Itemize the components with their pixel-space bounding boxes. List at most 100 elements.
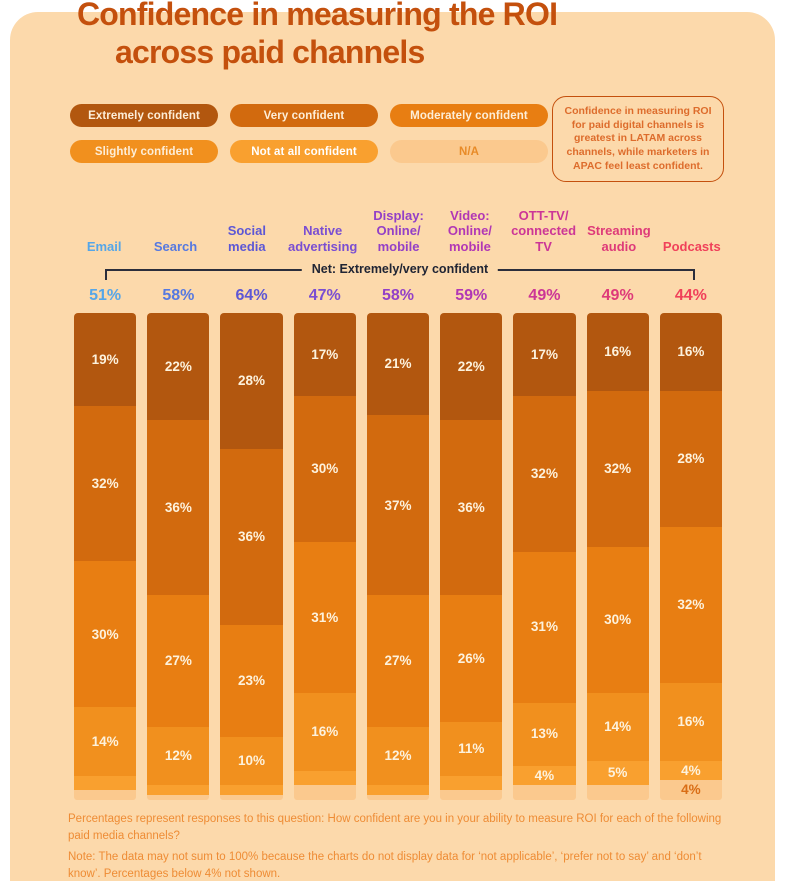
bar-segment: 14%	[74, 707, 137, 776]
bar-segment: 28%	[659, 390, 722, 528]
bar-segment	[366, 795, 430, 800]
bar-segment	[220, 785, 283, 796]
bar-segment-label: 14%	[91, 733, 119, 749]
bar-segment	[74, 775, 137, 791]
bar-segment: 27%	[366, 595, 430, 727]
page-title-line2: across paid channels	[115, 33, 425, 70]
bar-segment: 27%	[147, 595, 210, 727]
column-header-streaming-audio: Streaming audio	[587, 223, 651, 254]
bar-segment	[440, 775, 503, 791]
net-value-email: 51%	[89, 287, 122, 304]
bar-segment: 16%	[293, 692, 356, 771]
bar-segment-label: 22%	[164, 358, 192, 374]
bar-segment-label: 4%	[534, 767, 555, 783]
net-value-native-advertising: 47%	[308, 287, 341, 304]
bar-segment-label: 5%	[607, 765, 628, 781]
bar-segment	[293, 770, 356, 786]
legend-pill: N/A	[390, 140, 548, 163]
bar-segment-label: 31%	[530, 619, 558, 635]
callout-text-part: across channels, while marketers in	[566, 132, 710, 158]
bar-segment: 31%	[513, 551, 576, 703]
bar-segment-label: 4%	[681, 762, 701, 778]
bar-segment-label: 36%	[457, 500, 485, 516]
bar-segment-label: 27%	[164, 653, 192, 669]
bar-segment-label: 4%	[681, 782, 701, 798]
bar-segment: 32%	[513, 395, 576, 552]
bar-social-media: 28% 36% 23% 10%	[220, 313, 283, 800]
bar-segment: 36%	[220, 449, 283, 625]
callout-text-part: greatest in LATAM	[574, 132, 666, 145]
bar-segment: 36%	[147, 420, 210, 596]
bar-segment-label: 30%	[91, 626, 119, 642]
legend-pill: Moderately confident	[390, 104, 548, 127]
bar-segment-label: 30%	[311, 461, 339, 477]
bar-segment: 12%	[366, 726, 430, 786]
bar-segment: 32%	[74, 405, 137, 562]
bar-search: 22% 36% 27% 12%	[147, 313, 210, 800]
bar-segment: 4%	[659, 761, 722, 781]
net-value-video-online-mobile: 59%	[455, 287, 488, 304]
column-header-social-media: Social media	[227, 223, 266, 254]
bar-segment: 17%	[513, 313, 576, 396]
column-header-video-online-mobile: Video: Online/ mobile	[447, 208, 492, 254]
legend-pill: Not at all confident	[230, 140, 378, 163]
bar-segment-label: 17%	[311, 346, 339, 362]
net-value-ott-tv-connected-tv: 49%	[528, 287, 561, 304]
bar-segment: 21%	[366, 313, 430, 416]
net-values: 51% 58% 64% 47% 58% 59% 49% 49% 44%	[74, 287, 722, 305]
page-title: Confidence in measuring the ROI across p…	[77, 0, 558, 72]
bar-segment-label: 32%	[604, 461, 632, 477]
bar-segment-label: 10%	[238, 753, 266, 769]
column-header-podcasts: Podcasts	[662, 238, 721, 254]
bar-streaming-audio: 16% 32% 30% 14% 5%	[586, 313, 649, 800]
bar-segment	[147, 795, 210, 800]
column-headers: Email Search Social media Native advertisin…	[74, 196, 722, 254]
bar-segment-label: 28%	[677, 451, 705, 467]
bar-segment: 32%	[586, 390, 649, 547]
bar-segment: 22%	[440, 313, 503, 421]
bar-segment-label: 28%	[238, 373, 266, 389]
net-bracket: Net: Extremely/very confident	[105, 262, 695, 280]
bar-ott-tv-connected-tv: 17% 32% 31% 13% 4%	[513, 313, 576, 800]
footnote-note: Note: The data may not sum to 100% becau…	[68, 850, 702, 880]
bar-segment-label: 26%	[457, 650, 485, 666]
bar-segment-label: 23%	[238, 672, 266, 688]
bar-segment: 17%	[293, 313, 356, 396]
net-value-podcasts: 44%	[674, 287, 707, 304]
bar-segment-label: 27%	[384, 653, 412, 669]
bar-segment: 32%	[659, 527, 722, 684]
bar-segment	[440, 790, 503, 800]
bar-segment: 16%	[586, 313, 649, 391]
bar-segment: 19%	[74, 313, 137, 406]
bar-segment	[366, 785, 430, 796]
bar-segment: 36%	[440, 420, 503, 596]
bar-segment: 30%	[74, 561, 137, 708]
bar-segment: 16%	[659, 313, 722, 391]
bar-segment-label: 21%	[384, 356, 412, 372]
bar-segment: 16%	[659, 683, 722, 761]
bar-segment: 22%	[147, 313, 210, 421]
column-header-search: Search	[153, 238, 198, 254]
bar-segment: 10%	[220, 736, 283, 786]
bar-podcasts: 16% 28% 32% 16% 4% 4%	[659, 313, 722, 800]
bar-segment-label: 32%	[530, 465, 558, 481]
bar-segment: 12%	[147, 726, 210, 786]
bar-segment-label: 32%	[91, 475, 119, 491]
bar-segment-label: 22%	[457, 358, 485, 374]
bar-segment: 30%	[293, 395, 356, 542]
bar-segment: 28%	[220, 313, 283, 450]
bar-display-online-mobile: 21% 37% 27% 12%	[366, 313, 430, 800]
bar-segment-label: 31%	[311, 609, 339, 625]
bar-segment: 4%	[513, 765, 576, 786]
bar-segment	[293, 785, 356, 800]
page-title-line1: Confidence in measuring the ROI	[77, 0, 558, 32]
bar-segment-label: 12%	[384, 748, 412, 764]
footnote-question: Percentages represent responses to this …	[68, 813, 722, 843]
bar-segment: 26%	[440, 595, 503, 723]
bar-segment	[513, 785, 576, 800]
bar-native-advertising: 17% 30% 31% 16%	[293, 313, 356, 800]
bar-segment-label: 32%	[677, 597, 705, 613]
bar-email: 19% 32% 30% 14%	[74, 313, 137, 800]
net-bracket-label: Net: Extremely/very confident	[301, 262, 499, 276]
bar-segment: 5%	[586, 761, 649, 786]
